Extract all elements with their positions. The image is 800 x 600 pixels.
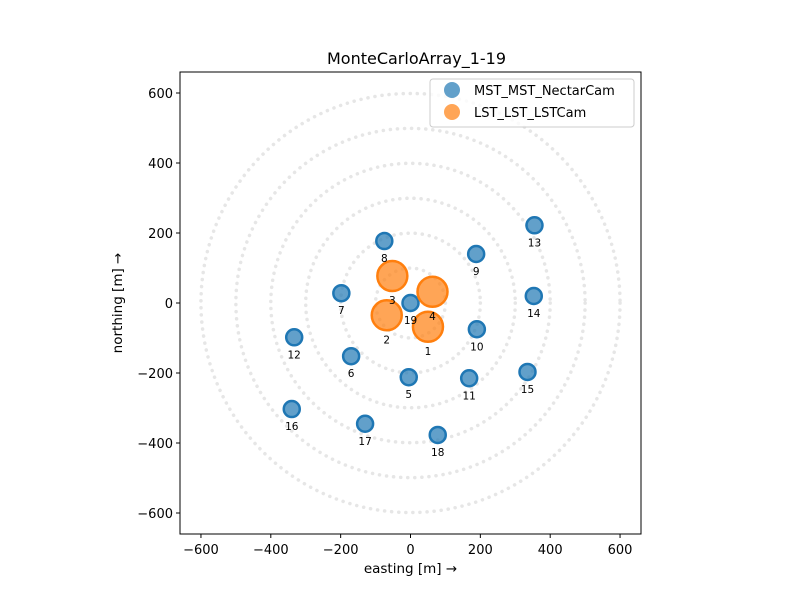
telescope-point-16	[282, 399, 302, 419]
reference-ring-600	[199, 91, 622, 515]
telescope-point-3	[376, 259, 409, 293]
telescope-label-14: 14	[527, 308, 541, 320]
telescope-label-10: 10	[470, 341, 483, 353]
telescope-point-17	[355, 414, 375, 433]
y-tick-label-5: 400	[148, 157, 173, 172]
telescope-label-19: 19	[404, 315, 417, 327]
reference-ring-200	[338, 231, 483, 375]
telescope-label-1: 1	[425, 346, 432, 358]
y-tick-label-0: −600	[137, 507, 173, 522]
telescope-point-19	[401, 293, 420, 313]
x-tick-label-5: 400	[538, 543, 563, 558]
telescope-label-9: 9	[473, 266, 480, 278]
y-tick-label-1: −400	[137, 437, 173, 452]
x-tick-label-1: −400	[253, 543, 289, 558]
reference-ring-500	[234, 126, 587, 480]
telescope-point-11	[459, 369, 479, 388]
legend-box	[429, 78, 635, 128]
telescope-point-9	[466, 244, 486, 264]
telescope-label-12: 12	[288, 349, 301, 361]
telescope-point-18	[428, 425, 447, 445]
telescope-label-17: 17	[358, 436, 371, 448]
telescope-point-12	[284, 328, 304, 347]
telescope-label-8: 8	[381, 253, 388, 265]
x-tick-label-6: 600	[608, 543, 633, 558]
telescope-point-1	[411, 310, 445, 344]
reference-ring-300	[303, 196, 518, 410]
reference-rings	[199, 91, 622, 515]
telescope-point-4	[416, 275, 449, 309]
x-tick-label-0: −600	[183, 543, 219, 558]
legend: MST_MST_NectarCam LST_LST_LSTCam	[429, 78, 635, 128]
legend-marker-lst	[444, 104, 460, 120]
telescope-point-6	[341, 346, 361, 366]
y-tick-label-2: −200	[137, 367, 173, 382]
y-tick-label-3: 0	[165, 297, 173, 312]
telescope-point-14	[524, 286, 544, 306]
telescope-label-11: 11	[462, 390, 475, 402]
telescope-point-13	[525, 216, 544, 235]
reference-ring-100	[373, 266, 448, 340]
reference-ring-400	[269, 161, 552, 445]
telescope-label-6: 6	[348, 368, 355, 380]
x-axis-ticks: −600 −400 −200 0 200 400 600	[183, 534, 632, 558]
telescope-label-3: 3	[389, 295, 396, 307]
y-axis-label: northing [m] →	[110, 253, 126, 354]
telescope-label-4: 4	[429, 311, 436, 323]
telescope-label-5: 5	[405, 389, 412, 401]
telescope-label-16: 16	[285, 421, 299, 433]
legend-label-mst: MST_MST_NectarCam	[474, 84, 615, 99]
telescope-label-2: 2	[383, 334, 390, 346]
legend-label-lst: LST_LST_LSTCam	[474, 106, 586, 121]
mst-points	[282, 216, 544, 445]
x-axis-label: easting [m] →	[364, 561, 457, 577]
telescope-label-13: 13	[528, 237, 541, 249]
telescope-label-15: 15	[521, 384, 534, 396]
x-tick-label-2: −200	[323, 543, 359, 558]
telescope-label-18: 18	[431, 447, 444, 459]
telescope-label-7: 7	[338, 305, 345, 317]
y-axis-ticks: −600 −400 −200 0 200 400 600	[137, 87, 180, 522]
telescope-point-2	[370, 299, 404, 332]
telescope-point-8	[375, 231, 394, 251]
lst-points	[370, 259, 449, 344]
telescope-point-10	[467, 320, 487, 339]
telescope-point-7	[332, 283, 351, 303]
telescope-point-5	[399, 367, 419, 387]
x-tick-label-4: 200	[468, 543, 493, 558]
y-tick-label-4: 200	[148, 227, 173, 242]
x-tick-label-3: 0	[406, 543, 414, 558]
chart-title: MonteCarloArray_1-19	[327, 49, 506, 69]
telescope-point-15	[518, 362, 537, 382]
y-tick-label-6: 600	[148, 87, 173, 102]
legend-marker-mst	[444, 82, 460, 98]
